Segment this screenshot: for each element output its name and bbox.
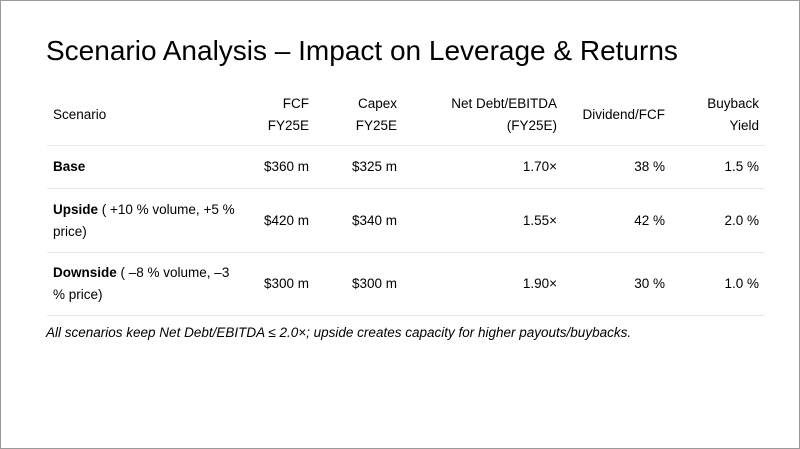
dividend-fcf-cell: 38 % bbox=[563, 145, 671, 189]
scenario-name: Base bbox=[53, 159, 86, 174]
scenario-cell: Upside ( +10 % volume, +5 % price) bbox=[47, 188, 247, 253]
header-fcf: FCF FY25E bbox=[267, 96, 309, 133]
slide-title: Scenario Analysis – Impact on Leverage &… bbox=[46, 35, 678, 66]
scenario-detail: ( –8 % volume, –3 % price) bbox=[53, 265, 230, 302]
header-dividend-fcf: Dividend/FCF bbox=[582, 107, 665, 122]
scenario-cell: Downside ( –8 % volume, –3 % price) bbox=[47, 252, 247, 316]
capex-cell: $325 m bbox=[315, 145, 403, 189]
fcf-cell: $360 m bbox=[247, 145, 315, 189]
scenario-table: Scenario FCF FY25E Capex FY25E Net Debt/… bbox=[47, 85, 765, 316]
header-scenario: Scenario bbox=[53, 107, 107, 122]
footnote: All scenarios keep Net Debt/EBITDA ≤ 2.0… bbox=[46, 325, 632, 340]
table-header-row: Scenario FCF FY25E Capex FY25E Net Debt/… bbox=[47, 85, 765, 146]
table-row: Base $360 m $325 m 1.70× 38 % 1.5 % bbox=[47, 145, 765, 189]
capex-cell: $340 m bbox=[315, 188, 403, 253]
dividend-fcf-cell: 42 % bbox=[563, 188, 671, 253]
scenario-name: Upside bbox=[53, 201, 99, 217]
fcf-cell: $420 m bbox=[247, 188, 315, 253]
scenario-name: Downside bbox=[53, 265, 117, 280]
buyback-yield-cell: 1.5 % bbox=[671, 145, 765, 189]
capex-cell: $300 m bbox=[315, 252, 403, 316]
table-row: Downside ( –8 % volume, –3 % price) $300… bbox=[47, 252, 765, 316]
scenario-cell: Base bbox=[47, 145, 247, 189]
dividend-fcf-cell: 30 % bbox=[563, 252, 671, 316]
net-debt-ebitda-cell: 1.55× bbox=[403, 188, 563, 253]
net-debt-ebitda-cell: 1.70× bbox=[403, 145, 563, 189]
buyback-yield-cell: 2.0 % bbox=[671, 188, 765, 253]
header-net-debt-ebitda: Net Debt/EBITDA (FY25E) bbox=[451, 96, 557, 133]
fcf-cell: $300 m bbox=[247, 252, 315, 316]
header-buyback-yield: Buyback Yield bbox=[707, 96, 759, 133]
table-row: Upside ( +10 % volume, +5 % price) $420 … bbox=[47, 188, 765, 253]
scenario-detail: ( +10 % volume, +5 % price) bbox=[53, 201, 235, 239]
header-capex: Capex FY25E bbox=[355, 96, 397, 133]
net-debt-ebitda-cell: 1.90× bbox=[403, 252, 563, 316]
buyback-yield-cell: 1.0 % bbox=[671, 252, 765, 316]
